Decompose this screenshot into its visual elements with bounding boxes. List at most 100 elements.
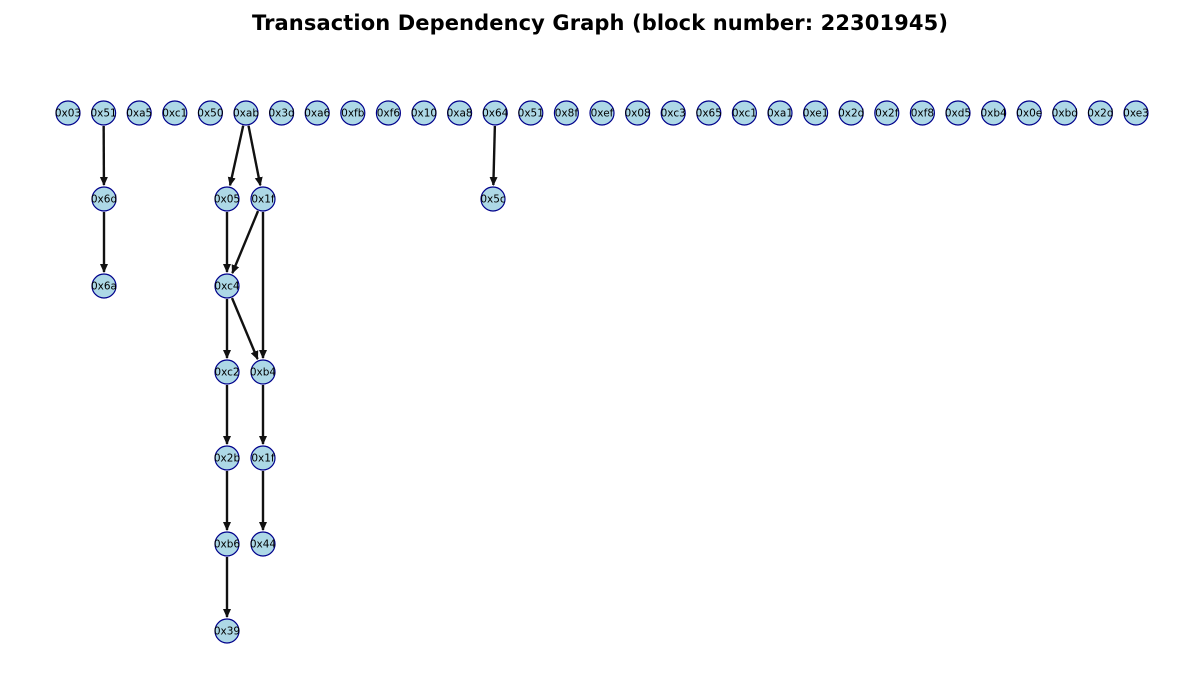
graph-node: 0xb6 (214, 531, 240, 557)
node-label: 0xc4 (214, 281, 239, 293)
graph-node: 0x2d (838, 100, 864, 126)
node-label: 0xc3 (661, 108, 686, 120)
node-circle (480, 186, 506, 212)
node-circle (269, 100, 295, 126)
node-label: 0xa6 (304, 108, 330, 120)
node-circle (91, 186, 117, 212)
graph-node: 0x6a (91, 273, 117, 299)
node-circle (214, 445, 240, 471)
graph-node: 0x1f (250, 445, 276, 471)
node-circle (375, 100, 401, 126)
graph-node: 0x51 (518, 100, 544, 126)
graph-node: 0xa8 (447, 100, 473, 126)
graph-node: 0x0e (1016, 100, 1042, 126)
graph-node: 0x50 (197, 100, 224, 126)
graph-node: 0xa6 (304, 100, 331, 126)
graph-node: 0xf8 (909, 100, 936, 126)
graph-node: 0xe3 (1123, 100, 1149, 126)
node-label: 0x2d (1087, 108, 1113, 120)
node-circle (90, 100, 117, 126)
node-circle (91, 273, 117, 299)
node-circle (696, 100, 722, 126)
node-label: 0x6a (91, 281, 117, 293)
graph-node: 0x03 (55, 100, 81, 126)
node-circle (250, 186, 276, 212)
graph-node: 0x39 (214, 618, 240, 644)
graph-node: 0x64 (482, 100, 509, 126)
node-circle (250, 445, 276, 471)
node-label: 0x2f (875, 108, 899, 120)
node-label: 0x2b (214, 453, 241, 465)
node-circle (126, 100, 152, 126)
node-circle (214, 273, 240, 299)
node-label: 0xb4 (980, 108, 1007, 120)
graph-node: 0x44 (250, 531, 277, 557)
node-circle (214, 359, 240, 385)
nodes-layer: 0x03 0x51 0xa5 0xc1 0x50 0xab 0x3d 0xa6 0xfb 0xf6… (55, 100, 1149, 644)
node-label: 0xc1 (162, 108, 187, 120)
graph-node: 0xb4 (980, 100, 1007, 126)
node-label: 0x51 (90, 108, 116, 120)
node-label: 0x1f (251, 194, 275, 206)
graph-node: 0x1f (250, 186, 276, 212)
node-label: 0x6d (91, 194, 117, 206)
node-circle (304, 100, 330, 126)
graph-node: 0xc2 (214, 359, 240, 385)
edge-n12-n43 (489, 125, 498, 187)
node-label: 0x51 (518, 108, 544, 120)
node-label: 0x64 (482, 108, 509, 120)
graph-node: 0x3d (268, 100, 295, 126)
node-label: 0x44 (250, 539, 277, 551)
graph-node: 0x65 (696, 100, 722, 126)
node-circle (660, 100, 686, 126)
node-circle (1087, 100, 1114, 126)
graph-node: 0x2d (1087, 100, 1114, 126)
node-circle (214, 186, 240, 212)
node-circle (909, 100, 936, 126)
node-label: 0x50 (197, 108, 223, 120)
node-label: 0xe3 (1123, 108, 1149, 120)
node-circle (518, 100, 544, 126)
node-label: 0xa5 (126, 108, 152, 120)
node-label: 0x0e (1016, 108, 1042, 120)
graph-node: 0x2b (214, 445, 241, 471)
graph-node: 0xab (233, 100, 259, 126)
node-circle (980, 100, 1007, 126)
graph-node: 0x8f (553, 100, 580, 126)
node-circle (1016, 100, 1042, 126)
node-label: 0xc2 (214, 367, 239, 379)
node-circle (731, 100, 758, 126)
graph-node: 0xa1 (767, 100, 793, 126)
node-label: 0xbd (1052, 108, 1078, 120)
node-circle (411, 100, 437, 126)
edges-layer (99, 125, 498, 618)
node-circle (162, 100, 188, 126)
node-circle (553, 100, 580, 126)
node-circle (589, 100, 615, 126)
node-circle (767, 100, 793, 126)
node-label: 0x1f (251, 453, 275, 465)
node-label: 0xab (233, 108, 259, 120)
node-label: 0x8f (555, 108, 579, 120)
node-circle (214, 531, 240, 557)
graph-node: 0x51 (90, 100, 117, 126)
node-circle (447, 100, 473, 126)
graph-title: Transaction Dependency Graph (block numb… (251, 11, 949, 35)
node-label: 0xc1 (732, 108, 757, 120)
node-circle (1052, 100, 1078, 126)
graph-node: 0xc3 (660, 100, 686, 126)
node-label: 0xb4 (250, 367, 277, 379)
graph-node: 0xfb (340, 100, 366, 126)
node-circle (55, 100, 81, 126)
node-label: 0xfb (341, 108, 365, 120)
node-label: 0x03 (55, 108, 81, 120)
node-label: 0xf6 (377, 108, 401, 120)
graph-node: 0xc1 (162, 100, 188, 126)
graph-node: 0x6d (91, 186, 117, 212)
node-label: 0x65 (696, 108, 722, 120)
node-label: 0xf8 (911, 108, 934, 120)
graph-node: 0xd5 (945, 100, 971, 126)
edge-n34-n35 (231, 210, 260, 274)
node-circle (214, 618, 240, 644)
